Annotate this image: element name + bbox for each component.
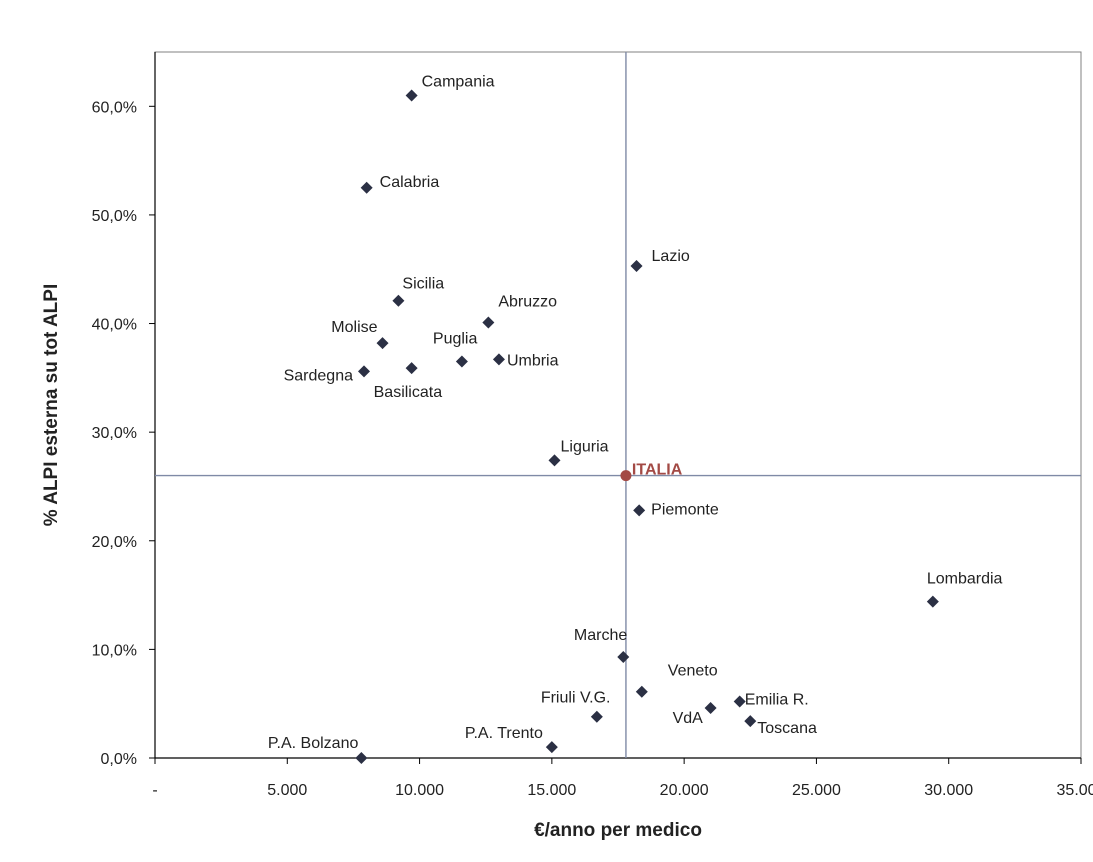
y-tick-label: 20,0% bbox=[92, 534, 137, 551]
point-p-a-bolzano bbox=[355, 752, 368, 764]
x-tick-label: 20.000 bbox=[660, 782, 709, 799]
reference-lines bbox=[155, 52, 1081, 758]
point-label-umbria: Umbria bbox=[507, 352, 559, 369]
point-calabria bbox=[360, 181, 373, 194]
point-label-lazio: Lazio bbox=[652, 248, 690, 265]
point-sardegna bbox=[358, 365, 371, 378]
point-piemonte bbox=[633, 504, 646, 517]
point-vda bbox=[704, 702, 717, 715]
y-axis-title: % ALPI esterna su tot ALPI bbox=[41, 284, 62, 526]
x-tick-label: 25.000 bbox=[792, 782, 841, 799]
point-label-lombardia: Lombardia bbox=[927, 571, 1003, 588]
x-axis-ticks: - 5.000 10.000 15.000 20.000 25.000 30.000 35.0… bbox=[152, 758, 1093, 799]
point-label-molise: Molise bbox=[331, 319, 377, 336]
point-label-basilicata: Basilicata bbox=[374, 384, 443, 401]
point-puglia bbox=[455, 355, 468, 368]
y-tick-label: 60,0% bbox=[92, 99, 137, 116]
point-label-puglia: Puglia bbox=[433, 331, 478, 348]
point-label-abruzzo: Abruzzo bbox=[498, 293, 557, 310]
point-marche bbox=[617, 650, 630, 663]
point-label-emilia-r: Emilia R. bbox=[745, 692, 809, 709]
data-points: Campania Calabria Lazio Sicilia Abruzzo Molis… bbox=[268, 73, 1003, 764]
point-label-p-a-bolzano: P.A. Bolzano bbox=[268, 735, 359, 752]
x-tick-label: 10.000 bbox=[395, 782, 444, 799]
point-toscana bbox=[744, 715, 757, 728]
point-emilia-r bbox=[733, 695, 746, 708]
point-abruzzo bbox=[482, 316, 495, 329]
point-label-friuli-v-g: Friuli V.G. bbox=[541, 690, 611, 707]
x-tick-label: - bbox=[152, 782, 157, 799]
point-label-calabria: Calabria bbox=[380, 174, 440, 191]
x-axis-title: €/anno per medico bbox=[534, 820, 702, 841]
point-basilicata bbox=[405, 362, 418, 375]
x-tick-label: 5.000 bbox=[267, 782, 307, 799]
y-tick-label: 40,0% bbox=[92, 317, 137, 334]
point-label-p-a-trento: P.A. Trento bbox=[465, 725, 543, 742]
x-tick-label: 15.000 bbox=[527, 782, 576, 799]
point-liguria bbox=[548, 454, 561, 467]
point-label-veneto: Veneto bbox=[668, 663, 718, 680]
point-campania bbox=[405, 89, 418, 102]
point-molise bbox=[376, 337, 389, 350]
reference-point-group: ITALIA bbox=[620, 462, 683, 482]
point-veneto bbox=[635, 685, 648, 698]
point-label-piemonte: Piemonte bbox=[651, 501, 719, 518]
point-lombardia bbox=[926, 595, 939, 608]
point-friuli-v-g bbox=[590, 710, 603, 723]
point-label-marche: Marche bbox=[574, 627, 627, 644]
point-p-a-trento bbox=[545, 741, 558, 754]
x-tick-label: 30.000 bbox=[924, 782, 973, 799]
y-tick-label: 10,0% bbox=[92, 642, 137, 659]
point-umbria bbox=[492, 353, 505, 366]
point-label-vda: VdA bbox=[673, 710, 704, 727]
point-lazio bbox=[630, 259, 643, 272]
y-axis-ticks: 0,0% 10,0% 20,0% 30,0% 40,0% 50,0% 60,0% bbox=[92, 99, 155, 768]
point-label-toscana: Toscana bbox=[757, 720, 817, 737]
y-tick-label: 50,0% bbox=[92, 208, 137, 225]
reference-label-italia: ITALIA bbox=[632, 462, 683, 479]
x-tick-label: 35.000 bbox=[1057, 782, 1093, 799]
point-label-sicilia: Sicilia bbox=[402, 276, 444, 293]
y-tick-label: 0,0% bbox=[101, 751, 137, 768]
point-label-campania: Campania bbox=[422, 73, 495, 90]
point-sicilia bbox=[392, 294, 405, 307]
point-label-liguria: Liguria bbox=[561, 438, 609, 455]
y-tick-label: 30,0% bbox=[92, 425, 137, 442]
point-label-sardegna: Sardegna bbox=[284, 367, 353, 384]
reference-point-italia bbox=[620, 470, 632, 482]
